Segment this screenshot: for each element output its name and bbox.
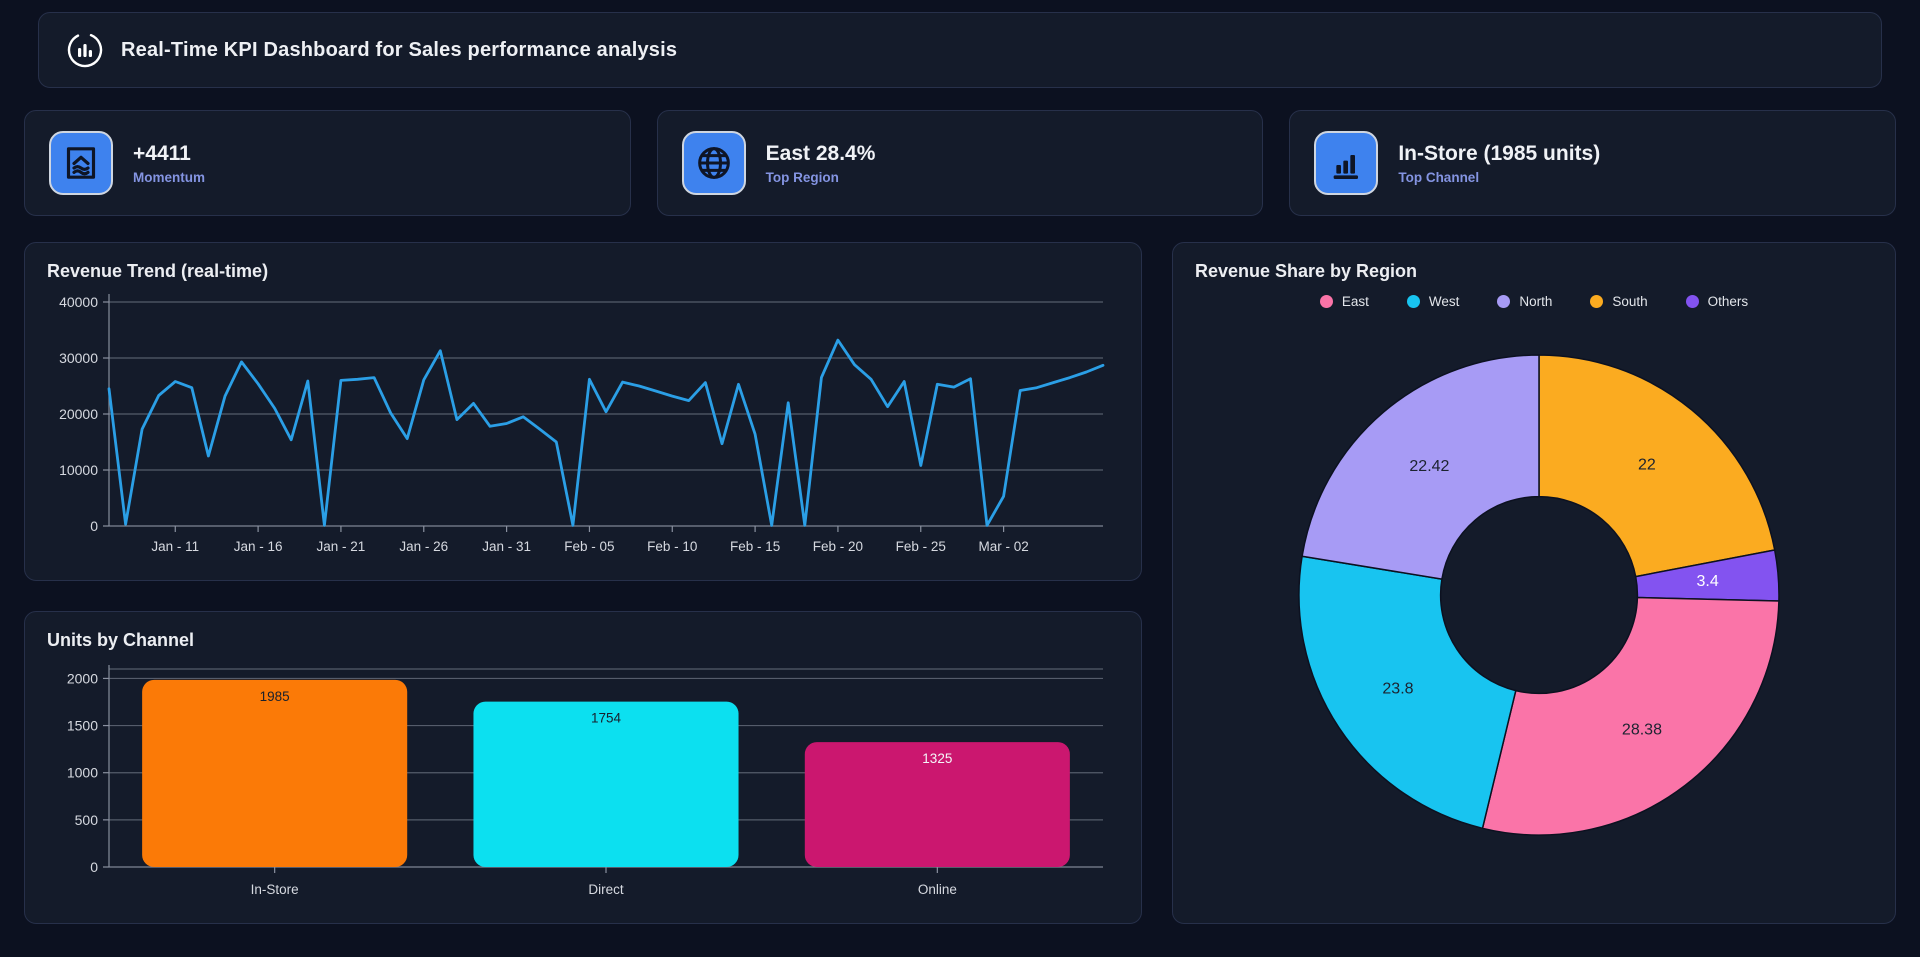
bar-chart-icon (1314, 131, 1379, 195)
svg-text:Feb - 10: Feb - 10 (647, 539, 697, 554)
svg-text:1325: 1325 (922, 751, 952, 766)
svg-text:Online: Online (918, 882, 957, 897)
revenue-trend-card: Revenue Trend (real-time) 0 10000 20000 300… (24, 242, 1142, 581)
svg-text:Feb - 05: Feb - 05 (564, 539, 614, 554)
svg-text:22: 22 (1638, 457, 1656, 474)
svg-text:Feb - 25: Feb - 25 (896, 539, 946, 554)
kpi-card-momentum: +4411 Momentum (24, 110, 631, 216)
svg-text:Jan - 26: Jan - 26 (399, 539, 448, 554)
svg-text:In-Store: In-Store (251, 882, 299, 897)
svg-text:10000: 10000 (59, 462, 98, 478)
svg-text:40000: 40000 (59, 294, 98, 310)
donut-wrap: 22 3.4 28.38 23.8 22.42 (1193, 323, 1875, 863)
svg-text:Feb - 15: Feb - 15 (730, 539, 780, 554)
legend-item-south[interactable]: South (1590, 294, 1648, 309)
legend-label: West (1428, 294, 1460, 309)
svg-text:20000: 20000 (59, 406, 98, 422)
legend-dot (1406, 295, 1420, 308)
bar-direct (473, 701, 739, 867)
units-by-channel-chart: 0 500 1000 1500 2000 1985 In-Store 1754 Direct 13… (67, 665, 1103, 897)
svg-text:Jan - 11: Jan - 11 (151, 539, 199, 554)
dashboard-chart-icon (65, 30, 105, 70)
svg-text:28.38: 28.38 (1622, 721, 1662, 738)
donut-slice-west (1298, 555, 1517, 830)
donut-slice-south (1538, 354, 1776, 578)
kpi-label: Top Region (765, 169, 839, 185)
kpi-value: In-Store (1985 units) (1398, 142, 1601, 166)
legend-dot (1590, 295, 1604, 308)
legend-item-east[interactable]: East (1319, 294, 1369, 309)
kpi-label: Momentum (133, 169, 205, 185)
kpi-value: East 28.4% (765, 142, 876, 166)
svg-text:Jan - 21: Jan - 21 (317, 539, 366, 554)
legend-label: North (1519, 294, 1553, 309)
revenue-line-series (107, 338, 1105, 527)
chart-title: Revenue Trend (real-time) (47, 261, 269, 281)
legend-label: South (1612, 294, 1648, 309)
legend-item-north[interactable]: North (1497, 294, 1552, 309)
kpi-text-block: +4411 Momentum (133, 141, 205, 184)
chart-title: Revenue Share by Region (1194, 261, 1418, 281)
svg-text:0: 0 (90, 859, 98, 875)
legend-label: East (1341, 294, 1369, 309)
svg-text:22.42: 22.42 (1409, 458, 1449, 475)
charts-area: Revenue Trend (real-time) 0 10000 20000 300… (24, 242, 1896, 924)
svg-text:Mar - 02: Mar - 02 (978, 539, 1028, 554)
svg-text:Jan - 16: Jan - 16 (234, 539, 283, 554)
region-donut-chart: 22 3.4 28.38 23.8 22.42 (1298, 354, 1780, 836)
svg-text:1754: 1754 (591, 711, 622, 726)
globe-icon (681, 131, 746, 195)
svg-text:23.8: 23.8 (1382, 681, 1413, 698)
legend-dot (1685, 295, 1699, 308)
kpi-text-block: In-Store (1985 units) Top Channel (1398, 141, 1600, 184)
svg-text:2000: 2000 (67, 670, 98, 686)
legend-dot (1497, 295, 1511, 308)
donut-slice-east (1481, 596, 1780, 836)
svg-text:1000: 1000 (67, 765, 98, 781)
kpi-card-top-channel: In-Store (1985 units) Top Channel (1289, 110, 1896, 216)
bar-in-store (142, 679, 408, 867)
header-card: Real-Time KPI Dashboard for Sales perfor… (38, 12, 1882, 88)
kpi-row: +4411 Momentum East 28.4% Top Region (24, 110, 1896, 216)
svg-text:1985: 1985 (260, 689, 290, 704)
svg-text:Direct: Direct (588, 882, 624, 897)
bar-online (804, 742, 1070, 867)
svg-text:1500: 1500 (67, 718, 98, 734)
region-share-card: Revenue Share by Region East West North Sou… (1171, 242, 1896, 924)
svg-text:30000: 30000 (59, 350, 98, 366)
svg-text:Feb - 20: Feb - 20 (813, 539, 863, 554)
kpi-card-top-region: East 28.4% Top Region (656, 110, 1264, 216)
units-by-channel-card: Units by Channel 0 500 1000 1500 2000 1985 In-… (24, 611, 1142, 924)
revenue-trend-chart: 0 10000 20000 30000 40000 Jan - 11 Jan - 16 Jan… (59, 294, 1105, 554)
donut-slice-north (1301, 354, 1540, 580)
svg-text:3.4: 3.4 (1696, 573, 1718, 590)
kpi-value: +4411 (133, 142, 191, 166)
svg-text:500: 500 (75, 812, 99, 828)
chart-title: Units by Channel (47, 630, 195, 650)
legend-item-west[interactable]: West (1406, 294, 1460, 309)
page-title: Real-Time KPI Dashboard for Sales perfor… (121, 38, 678, 61)
kpi-label: Top Channel (1398, 169, 1480, 185)
legend-item-others[interactable]: Others (1685, 294, 1749, 309)
legend-label: Others (1707, 294, 1749, 309)
svg-text:Jan - 31: Jan - 31 (482, 539, 531, 554)
region-legend: East West North South Others (1193, 294, 1875, 309)
svg-text:0: 0 (90, 518, 98, 534)
momentum-icon (49, 131, 113, 195)
kpi-text-block: East 28.4% Top Region (766, 141, 876, 184)
legend-dot (1319, 295, 1333, 308)
left-column: Revenue Trend (real-time) 0 10000 20000 300… (24, 242, 1142, 924)
